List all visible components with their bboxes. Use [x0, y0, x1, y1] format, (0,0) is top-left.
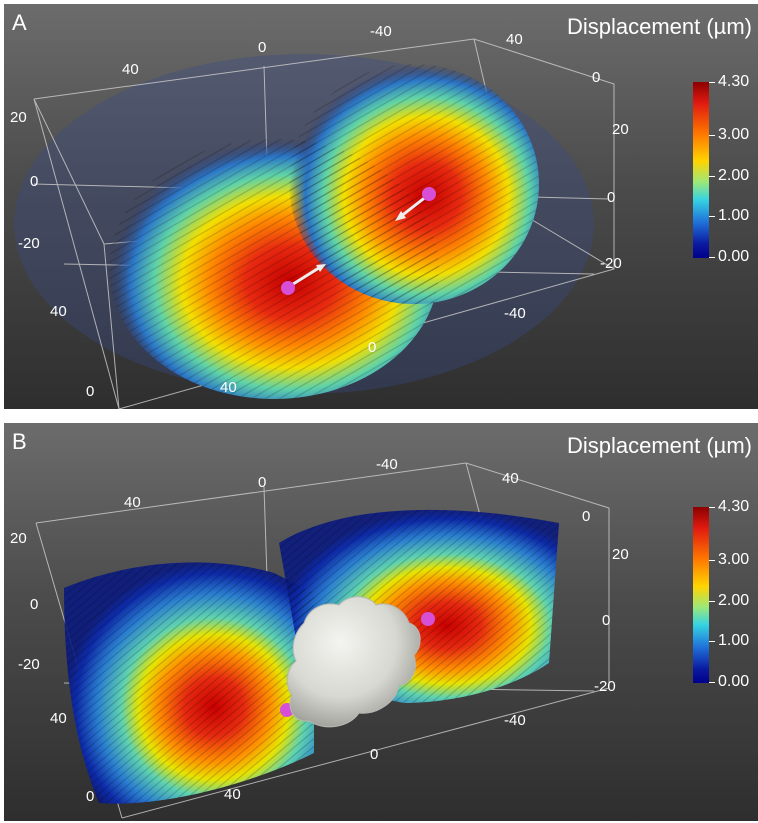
tick-label: 0 [258, 39, 266, 56]
colorbar-label: 2.00 [718, 592, 750, 609]
tick-label: 40 [224, 786, 241, 803]
tick-label: 40 [50, 303, 67, 320]
tick-label: 0 [607, 189, 615, 206]
axis-tick-labels: 40 0 -40 40 0 20 0 -20 20 0 -20 40 0 40 … [10, 23, 629, 400]
tick-label: 0 [592, 69, 600, 86]
vector-field-scene: 40 0 -40 40 0 20 0 -20 20 0 -20 40 0 40 … [10, 23, 629, 409]
tick-label: 40 [502, 470, 519, 487]
bead-right [421, 612, 435, 626]
tick-label: 40 [124, 494, 141, 511]
colorbar-label: 0.00 [718, 673, 750, 690]
tick-label: -40 [504, 712, 526, 729]
panel-letter: A [12, 10, 27, 35]
bead-arrow-left [289, 264, 323, 288]
tick-label: 0 [370, 746, 378, 763]
tick-label: 0 [30, 596, 38, 613]
tick-label: 0 [86, 788, 94, 805]
tick-label: -40 [504, 305, 526, 322]
panel-b: 40 0 -40 40 0 20 0 -20 20 0 -20 40 0 40 … [4, 423, 758, 821]
tick-label: 40 [220, 379, 237, 396]
colorbar-label: 3.00 [718, 551, 750, 568]
legend-title: Displacement (µm) [566, 14, 752, 39]
tick-label: -40 [376, 456, 398, 473]
colorbar-label: 0.00 [718, 248, 750, 265]
bead-right [422, 187, 436, 201]
colorbar-label: 2.00 [718, 167, 750, 184]
colorbar-label: 1.00 [718, 632, 750, 649]
colorbar [693, 82, 709, 258]
tick-label: 0 [258, 474, 266, 491]
legend-title: Displacement (µm) [566, 433, 752, 458]
bead-arrow-right [399, 194, 428, 219]
panel-a: 40 0 -40 40 0 20 0 -20 20 0 -20 40 0 40 … [4, 4, 758, 409]
colorbar-label: 3.00 [718, 126, 750, 143]
tick-label: 0 [602, 612, 610, 629]
tick-label: 0 [86, 383, 94, 400]
cell-surface [286, 596, 421, 728]
colorbar-label: 4.30 [718, 73, 750, 90]
tick-label: -20 [594, 678, 616, 695]
tick-label: 0 [30, 173, 38, 190]
panel-letter: B [12, 429, 27, 454]
colorbar-label: 4.30 [718, 498, 750, 515]
tick-label: 40 [50, 710, 67, 727]
tick-label: -40 [370, 23, 392, 40]
tick-label: 20 [612, 121, 629, 138]
tick-label: 20 [612, 546, 629, 563]
colorbar-label: 1.00 [718, 207, 750, 224]
tick-label: -20 [18, 235, 40, 252]
tick-label: 40 [122, 61, 139, 78]
tick-label: 0 [368, 339, 376, 356]
tick-label: -20 [18, 656, 40, 673]
bead-left [281, 281, 295, 295]
colorbar [693, 507, 709, 683]
axis-tick-labels: 40 0 -40 40 0 20 0 -20 20 0 -20 40 0 40 … [10, 456, 629, 805]
tick-label: 0 [582, 508, 590, 525]
tick-label: -20 [600, 255, 622, 272]
tick-label: 20 [10, 530, 27, 547]
vector-field-scene: 40 0 -40 40 0 20 0 -20 20 0 -20 40 0 40 … [10, 456, 629, 819]
tick-label: 40 [506, 31, 523, 48]
tick-label: 20 [10, 109, 27, 126]
